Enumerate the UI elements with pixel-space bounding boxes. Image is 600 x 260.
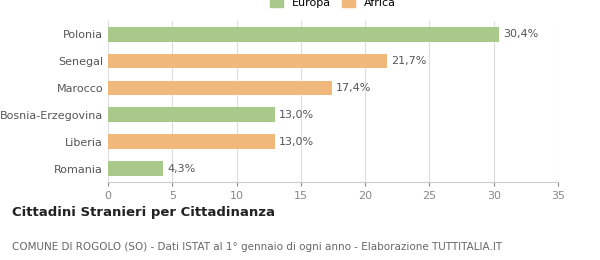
Bar [108, 161, 163, 176]
Bar [108, 107, 275, 122]
Text: 17,4%: 17,4% [335, 83, 371, 93]
Text: 4,3%: 4,3% [167, 164, 196, 174]
Bar [108, 134, 275, 149]
Bar [108, 81, 332, 95]
Legend: Europa, Africa: Europa, Africa [266, 0, 400, 11]
Bar [108, 27, 499, 42]
Text: 13,0%: 13,0% [279, 137, 314, 147]
Text: 30,4%: 30,4% [503, 29, 538, 39]
Text: 21,7%: 21,7% [391, 56, 426, 66]
Text: COMUNE DI ROGOLO (SO) - Dati ISTAT al 1° gennaio di ogni anno - Elaborazione TUT: COMUNE DI ROGOLO (SO) - Dati ISTAT al 1°… [12, 242, 502, 252]
Text: Cittadini Stranieri per Cittadinanza: Cittadini Stranieri per Cittadinanza [12, 206, 275, 219]
Text: 13,0%: 13,0% [279, 110, 314, 120]
Bar [108, 54, 387, 68]
